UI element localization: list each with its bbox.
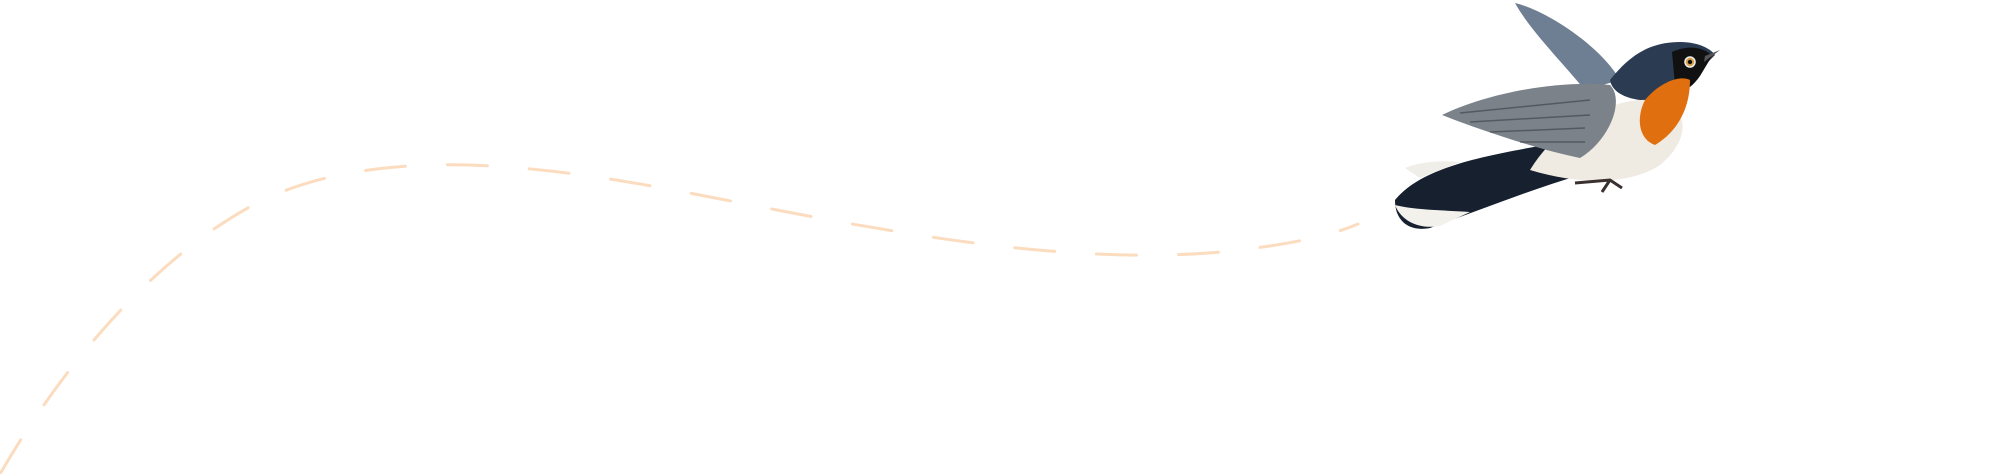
bird-upper-wing [1515, 3, 1620, 90]
bird-lower-wing [1442, 83, 1616, 158]
dashed-flight-path [0, 163, 1360, 474]
bird-tail-tips [1395, 205, 1470, 227]
bird-foot [1574, 178, 1623, 193]
bird-beak [1704, 50, 1720, 62]
bird-image [1395, 3, 1720, 229]
bird-throat [1639, 78, 1690, 145]
